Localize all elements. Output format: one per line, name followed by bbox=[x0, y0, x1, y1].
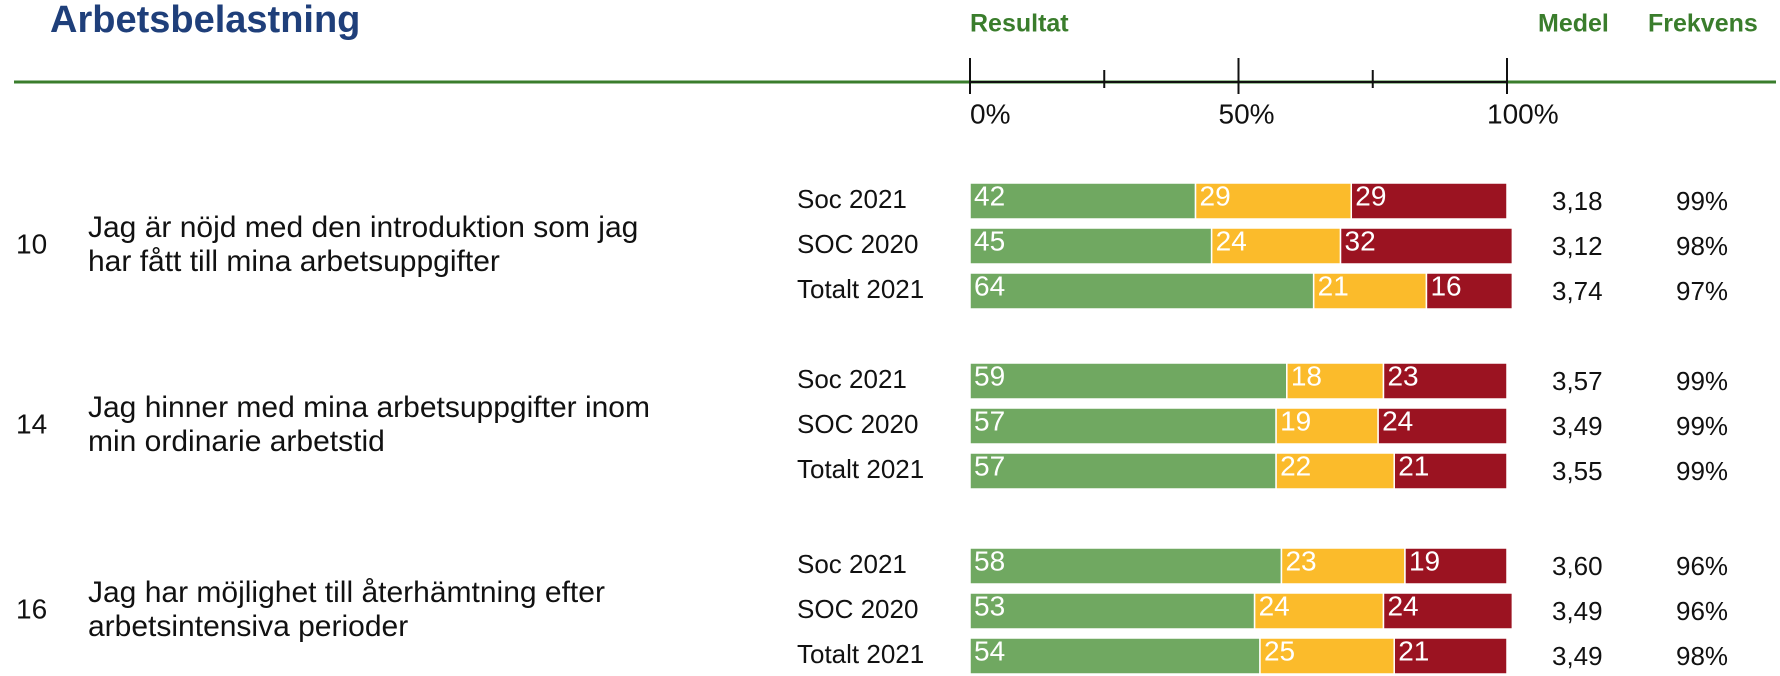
mean-value: 3,74 bbox=[1552, 276, 1603, 306]
column-header: Frekvens bbox=[1648, 10, 1758, 38]
frequency-value: 99% bbox=[1676, 366, 1728, 396]
segment-label: 45 bbox=[974, 225, 1005, 256]
bar-segment bbox=[1393, 452, 1508, 490]
segment-label: 53 bbox=[974, 590, 1005, 621]
segment-label: 19 bbox=[1280, 405, 1311, 436]
bar-segment bbox=[1339, 227, 1514, 265]
mean-value: 3,57 bbox=[1552, 366, 1603, 396]
bar-segment bbox=[1393, 637, 1508, 675]
bar-segment bbox=[969, 182, 1197, 220]
column-header: Resultat bbox=[970, 10, 1069, 38]
question-text: Jag är nöjd med den introduktion som jag bbox=[88, 211, 638, 244]
row-label: SOC 2020 bbox=[797, 229, 918, 259]
segment-label: 64 bbox=[974, 270, 1005, 301]
frequency-value: 99% bbox=[1676, 456, 1728, 486]
segment-label: 57 bbox=[974, 450, 1005, 481]
bar-segment bbox=[969, 272, 1315, 310]
question-number: 14 bbox=[16, 408, 47, 439]
frequency-value: 96% bbox=[1676, 551, 1728, 581]
frequency-value: 97% bbox=[1676, 276, 1728, 306]
segment-label: 24 bbox=[1259, 590, 1290, 621]
segment-label: 16 bbox=[1430, 270, 1461, 301]
frequency-value: 96% bbox=[1676, 596, 1728, 626]
mean-value: 3,49 bbox=[1552, 411, 1603, 441]
segment-label: 23 bbox=[1387, 360, 1418, 391]
question-text: arbetsintensiva perioder bbox=[88, 610, 408, 643]
segment-label: 57 bbox=[974, 405, 1005, 436]
segment-label: 24 bbox=[1216, 225, 1247, 256]
row-label: SOC 2020 bbox=[797, 409, 918, 439]
question-text: har fått till mina arbetsuppgifter bbox=[88, 245, 500, 278]
bar-segment bbox=[969, 547, 1283, 585]
segment-label: 25 bbox=[1264, 635, 1295, 666]
row-label: Totalt 2021 bbox=[797, 454, 924, 484]
bar-segment bbox=[1377, 407, 1508, 445]
segment-label: 32 bbox=[1345, 225, 1376, 256]
row-label: Totalt 2021 bbox=[797, 274, 924, 304]
segment-label: 58 bbox=[974, 545, 1005, 576]
bar-segment bbox=[1280, 547, 1406, 585]
x-tick-label: 0% bbox=[970, 98, 1010, 129]
bar-segment bbox=[969, 227, 1213, 265]
mean-value: 3,12 bbox=[1552, 231, 1603, 261]
mean-value: 3,49 bbox=[1552, 596, 1603, 626]
mean-value: 3,60 bbox=[1552, 551, 1603, 581]
bar-segment bbox=[1382, 592, 1514, 630]
bar-segment bbox=[1312, 272, 1428, 310]
row-label: Totalt 2021 bbox=[797, 639, 924, 669]
question-number: 16 bbox=[16, 593, 47, 624]
segment-label: 19 bbox=[1409, 545, 1440, 576]
bar-segment bbox=[1194, 182, 1353, 220]
segment-label: 21 bbox=[1318, 270, 1349, 301]
bar-segment bbox=[1382, 362, 1508, 400]
row-label: Soc 2021 bbox=[797, 549, 907, 579]
x-tick-label: 50% bbox=[1219, 98, 1275, 129]
frequency-value: 99% bbox=[1676, 411, 1728, 441]
question-number: 10 bbox=[16, 228, 47, 259]
bar-segment bbox=[969, 592, 1256, 630]
frequency-value: 99% bbox=[1676, 186, 1728, 216]
bar-segment bbox=[969, 407, 1277, 445]
bar-segment bbox=[969, 637, 1261, 675]
row-label: Soc 2021 bbox=[797, 184, 907, 214]
segment-label: 29 bbox=[1355, 180, 1386, 211]
mean-value: 3,49 bbox=[1552, 641, 1603, 671]
mean-value: 3,55 bbox=[1552, 456, 1603, 486]
segment-label: 24 bbox=[1387, 590, 1418, 621]
column-header: Medel bbox=[1538, 10, 1609, 38]
mean-value: 3,18 bbox=[1552, 186, 1603, 216]
bar-segment bbox=[1253, 592, 1385, 630]
row-label: SOC 2020 bbox=[797, 594, 918, 624]
segment-label: 22 bbox=[1280, 450, 1311, 481]
x-tick-label: 100% bbox=[1487, 98, 1559, 129]
segment-label: 54 bbox=[974, 635, 1005, 666]
bar-segment bbox=[969, 452, 1277, 490]
chart-title: Arbetsbelastning bbox=[50, 0, 360, 41]
bar-segment bbox=[1210, 227, 1342, 265]
segment-label: 23 bbox=[1285, 545, 1316, 576]
frequency-value: 98% bbox=[1676, 641, 1728, 671]
segment-label: 29 bbox=[1200, 180, 1231, 211]
question-text: Jag hinner med mina arbetsuppgifter inom bbox=[88, 391, 650, 424]
segment-label: 24 bbox=[1382, 405, 1413, 436]
row-label: Soc 2021 bbox=[797, 364, 907, 394]
segment-label: 18 bbox=[1291, 360, 1322, 391]
question-text: Jag har möjlighet till återhämtning efte… bbox=[88, 576, 605, 609]
bar-segment bbox=[1404, 547, 1508, 585]
frequency-value: 98% bbox=[1676, 231, 1728, 261]
segment-label: 42 bbox=[974, 180, 1005, 211]
bar-segment bbox=[1350, 182, 1508, 220]
bar-segment bbox=[1425, 272, 1514, 310]
question-text: min ordinarie arbetstid bbox=[88, 425, 385, 458]
segment-label: 21 bbox=[1398, 450, 1429, 481]
segment-label: 21 bbox=[1398, 635, 1429, 666]
bar-segment bbox=[969, 362, 1288, 400]
segment-label: 59 bbox=[974, 360, 1005, 391]
